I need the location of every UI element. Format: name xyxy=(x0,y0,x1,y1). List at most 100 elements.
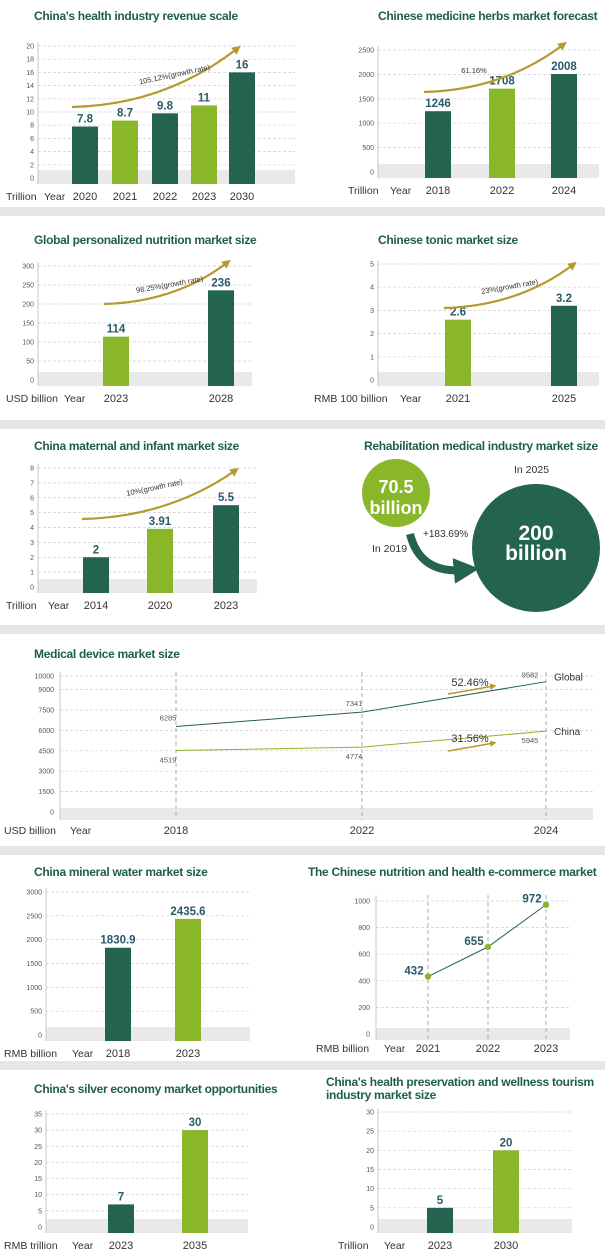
value-label-2021: 2.6 xyxy=(450,307,466,319)
growth-rate-label: 105.12%(growth rate) xyxy=(138,63,211,87)
y-tick-label: 0 xyxy=(38,1225,42,1232)
legend-china: China xyxy=(554,727,581,738)
x-tick-label-2023: 2023 xyxy=(192,191,216,203)
y-tick-label: 4500 xyxy=(38,748,54,755)
growth-rate-label: 23%(growth rate) xyxy=(480,277,539,296)
chart-title-maternal-infant: China maternal and infant market size xyxy=(34,439,239,453)
value-label-2022: 1708 xyxy=(489,76,515,88)
y-tick-label: 0 xyxy=(366,1032,370,1039)
x-tick-label-2030: 2030 xyxy=(494,1240,518,1252)
y-tick-label: 2500 xyxy=(358,48,374,55)
data-point-2022 xyxy=(484,943,492,951)
y-tick-label: 8 xyxy=(30,466,34,473)
y-tick-label: 400 xyxy=(358,978,370,985)
growth-rate-label: +183.69% xyxy=(423,529,468,540)
bar-2035 xyxy=(182,1130,208,1233)
y-tick-label: 4 xyxy=(30,149,34,156)
bar-2021 xyxy=(445,319,471,386)
y-tick-label: 2500 xyxy=(26,913,42,920)
chart-personalized-nutrition: 0 50 100 150 200 250 300 114 2023 236 2028 USD bill… xyxy=(6,259,252,405)
x-tick-label-2028: 2028 xyxy=(209,393,233,405)
x-tick-label-2024: 2024 xyxy=(552,185,576,197)
bar-2018 xyxy=(425,111,451,178)
value-label-2024: 2008 xyxy=(551,61,577,73)
data-point-2021 xyxy=(424,973,432,980)
y-tick-label: 5 xyxy=(370,262,374,269)
y-tick-label: 14 xyxy=(26,83,34,90)
legend-global: Global xyxy=(554,673,583,684)
x-tick-label-2024: 2024 xyxy=(534,825,558,837)
growth-rate-label: 10%(growth rate) xyxy=(125,477,184,498)
row-separator xyxy=(0,625,605,634)
y-tick-label: 5 xyxy=(30,510,34,517)
y-tick-label: 0 xyxy=(38,1033,42,1040)
chart-title-silver-economy: China's silver economy market opportunit… xyxy=(34,1082,278,1096)
value-label-2023: 114 xyxy=(107,324,126,336)
bar-2021 xyxy=(112,120,138,184)
big-circle xyxy=(472,484,600,612)
unit-label: RMB 100 billion xyxy=(314,393,388,405)
row-separator xyxy=(0,207,605,216)
growth-arrow xyxy=(443,261,577,310)
y-tick-label: 0 xyxy=(370,378,374,385)
unit-label: USD billion xyxy=(4,825,56,837)
x-tick-label-2018: 2018 xyxy=(426,185,450,197)
bar-2030 xyxy=(493,1150,519,1233)
plot-floor xyxy=(378,372,599,386)
series-line xyxy=(427,904,547,977)
unit-label: Trillion xyxy=(6,600,37,612)
y-tick-label: 30 xyxy=(366,1110,374,1117)
value-label-2030: 20 xyxy=(500,1137,513,1149)
y-tick-label: 9000 xyxy=(38,687,54,694)
row-separator xyxy=(0,1061,605,1070)
y-tick-label: 10 xyxy=(26,110,34,117)
x-axis-name: Year xyxy=(64,393,86,405)
chart-tonic: 0 1 2 3 4 5 2.6 2021 3.2 2025 RMB 100 billion Year 2… xyxy=(314,260,599,405)
y-tick-label: 10 xyxy=(366,1186,374,1193)
chart-health-industry: 0 2 4 6 8 10 12 14 16 18 20 7.8 2020 8.7 2021 9.8 2022 11… xyxy=(6,42,295,203)
big-value: 200 xyxy=(518,522,553,545)
y-tick-label: 18 xyxy=(26,57,34,64)
bar-2023 xyxy=(103,336,129,386)
chart-title-tonic: Chinese tonic market size xyxy=(378,233,518,247)
data-label-2021: 432 xyxy=(404,966,423,978)
bar-2023 xyxy=(213,505,239,593)
y-tick-label: 16 xyxy=(26,70,34,77)
x-tick-label-2023: 2023 xyxy=(109,1240,133,1252)
x-tick-label-2022: 2022 xyxy=(490,185,514,197)
value-label-2020: 3.91 xyxy=(149,516,172,528)
y-tick-label: 2000 xyxy=(358,72,374,79)
y-tick-label: 4 xyxy=(370,285,374,292)
chart-title-medical-device: Medical device market size xyxy=(34,647,180,661)
chart-mineral-water: 0 500 1000 1500 2000 2500 3000 1830.9 2018 2435.6… xyxy=(4,888,250,1060)
growth-arrow xyxy=(71,45,241,109)
growth-arrow xyxy=(81,467,239,521)
y-tick-label: 3 xyxy=(370,308,374,315)
value-label-2023: 5 xyxy=(437,1195,444,1207)
y-tick-label: 0 xyxy=(30,585,34,592)
chart-ecommerce: 0 200 400 600 800 1000 2021 2022 2023 432 655 972 RM… xyxy=(316,894,570,1055)
y-tick-label: 6 xyxy=(30,495,34,502)
x-tick-label-2035: 2035 xyxy=(183,1240,207,1252)
y-tick-label: 6000 xyxy=(38,728,54,735)
y-tick-label: 7 xyxy=(30,480,34,487)
y-tick-label: 15 xyxy=(34,1176,42,1183)
value-label-2018: 1246 xyxy=(425,98,451,110)
unit-label: Trillion xyxy=(348,185,379,197)
growth-rate-label: 31.56% xyxy=(451,733,489,745)
value-label-2030: 16 xyxy=(236,59,249,71)
y-tick-label: 8 xyxy=(30,123,34,130)
value-label-2028: 236 xyxy=(211,277,230,289)
x-axis-name: Year xyxy=(70,825,92,837)
y-tick-label: 3 xyxy=(30,540,34,547)
value-label-2023: 5.5 xyxy=(218,492,235,504)
bar-2030 xyxy=(229,72,255,184)
y-tick-label: 600 xyxy=(358,952,370,959)
value-label-2022: 9.8 xyxy=(157,100,174,112)
y-tick-label: 25 xyxy=(34,1144,42,1151)
y-tick-label: 1 xyxy=(370,354,374,361)
y-tick-label: 0 xyxy=(30,378,34,385)
row-separator xyxy=(0,420,605,429)
unit-label: RMB billion xyxy=(316,1043,369,1055)
bar-2014 xyxy=(83,557,109,593)
